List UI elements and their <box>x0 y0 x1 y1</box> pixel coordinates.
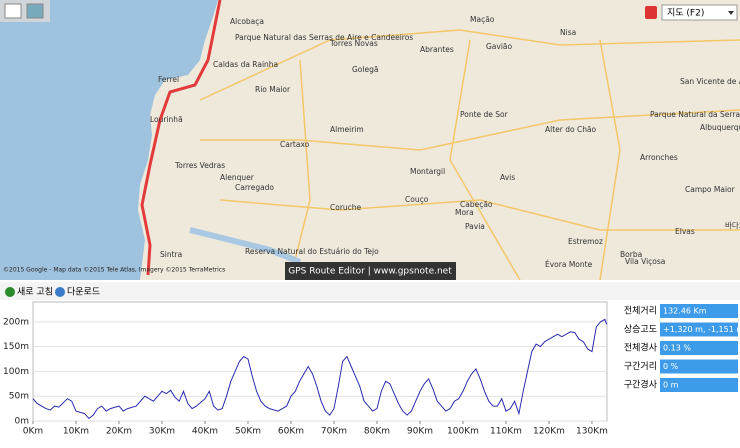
stat-label: 상승고도 <box>624 324 657 335</box>
x-tick-label: 80Km <box>364 427 390 437</box>
map-label: Évora Monte <box>545 260 593 269</box>
stat-box <box>660 322 738 337</box>
dropdown-arrow <box>728 11 734 15</box>
map-label: Alcobaça <box>230 17 264 26</box>
stat-value: 0 % <box>663 362 679 371</box>
x-tick-label: 0Km <box>23 427 43 437</box>
map-label: Torres Novas <box>329 39 378 48</box>
map-label: Mora <box>455 208 474 217</box>
x-tick-label: 50Km <box>235 427 261 437</box>
y-tick-label: 150m <box>3 342 29 352</box>
map-label: Albuquerque <box>700 123 740 132</box>
map-label: 바다호 <box>725 220 740 230</box>
map-label: Parque Natural da Serra de S. Mamede <box>650 110 740 119</box>
y-tick-label: 0m <box>15 417 30 427</box>
toolbar <box>0 282 740 300</box>
x-tick-label: 60Km <box>278 427 304 437</box>
lock-icon[interactable] <box>645 6 657 19</box>
x-tick-label: 70Km <box>321 427 347 437</box>
map-label: Cabeção <box>460 200 493 209</box>
map-label: Almeirim <box>330 125 364 134</box>
map-label: Borba <box>620 250 642 259</box>
route <box>140 0 222 276</box>
x-tick-label: 110Km <box>490 427 522 437</box>
stat-label: 전체경사 <box>624 342 658 354</box>
banner: GPS Route Editor | www.gpsnote.net <box>288 267 452 277</box>
stat-label: 구간경사 <box>624 379 658 391</box>
stat-value: 0.13 % <box>663 344 691 353</box>
x-tick-label: 100Km <box>447 427 479 437</box>
stat-value: 0 m <box>663 381 679 390</box>
elevation-line <box>32 318 608 420</box>
x-tick-label: 90Km <box>407 427 433 437</box>
map-label: Estremoz <box>568 237 603 246</box>
map-type-label: 지도 (F2) <box>667 8 704 19</box>
map-label: Avis <box>500 173 515 182</box>
river <box>189 227 302 265</box>
y-tick-label: 200m <box>3 317 29 327</box>
map-label: Abrantes <box>420 45 454 54</box>
map-label: Nisa <box>560 28 576 37</box>
stat-box <box>660 304 738 318</box>
map-label: Golegã <box>352 65 378 74</box>
roads <box>199 29 740 281</box>
map-label: Vila Viçosa <box>625 257 665 266</box>
stat-value: +1,320 m, -1,151 m <box>663 325 740 334</box>
y-tick-label: 100m <box>3 367 29 377</box>
map-label: Parque Natural das Serras de Aire e Cand… <box>235 33 413 42</box>
map-label: Ferrel <box>158 75 179 84</box>
map-label: Arronches <box>640 153 678 162</box>
stat-label: 전체거리 <box>624 306 657 317</box>
map-label: Torres Vedras <box>174 161 225 170</box>
map-label: Gavião <box>486 42 513 51</box>
stat-value: 132.46 Km <box>663 307 707 316</box>
stat-label: 구간거리 <box>624 361 657 372</box>
stat-box <box>660 359 738 374</box>
map-label: San Vicente de Alcántara <box>680 77 740 86</box>
stat-box <box>660 341 738 355</box>
x-tick-label: 10Km <box>63 427 89 437</box>
map-label: Pavia <box>465 222 485 231</box>
ocean <box>0 0 218 280</box>
map-label: Rio Maior <box>255 85 291 94</box>
map-label: Ponte de Sor <box>460 110 509 119</box>
map-label: Montargil <box>410 167 445 176</box>
map-label: Mação <box>470 15 495 24</box>
map-label: Alenquer <box>220 173 255 182</box>
map-type-select[interactable] <box>661 4 738 21</box>
refresh-button[interactable]: 새로 고침 <box>17 287 53 298</box>
map-label: Coruche <box>330 203 362 212</box>
map-label: Carregado <box>235 183 274 192</box>
chart-toggle-button[interactable] <box>4 3 22 19</box>
refresh-icon[interactable] <box>5 287 15 297</box>
map-label: Campo Maior <box>685 185 736 194</box>
x-tick-label: 130Km <box>576 427 608 437</box>
x-tick-label: 120Km <box>533 427 565 437</box>
map-label: Elvas <box>675 227 695 236</box>
map-attribution: ©2015 Google - Map data ©2015 Tele Atlas… <box>3 267 225 274</box>
image-button[interactable] <box>26 3 44 19</box>
map-label: Couço <box>405 195 429 204</box>
y-tick-label: 50m <box>9 392 29 402</box>
x-tick-label: 20Km <box>106 427 132 437</box>
download-button[interactable]: 다운로드 <box>67 287 100 298</box>
map-label: Caldas da Rainha <box>213 60 278 69</box>
x-tick-label: 40Km <box>192 427 218 437</box>
map-label: Reserva Natural do Estuário do Tejo <box>245 247 379 256</box>
map-label: Alter do Chão <box>545 125 597 134</box>
x-tick-label: 30Km <box>149 427 175 437</box>
map-label: Sintra <box>160 250 182 259</box>
stat-box <box>660 378 738 392</box>
banner-bg <box>285 262 456 280</box>
map-label: Cartaxo <box>280 140 310 149</box>
download-icon[interactable] <box>55 287 65 297</box>
map-label: Lourinhã <box>150 115 183 124</box>
